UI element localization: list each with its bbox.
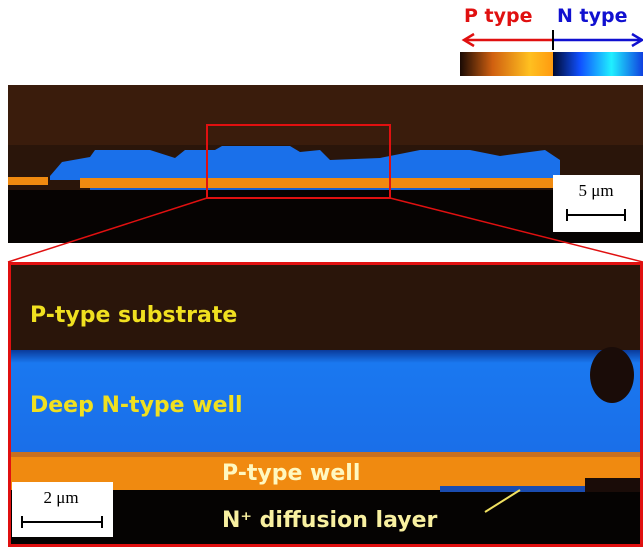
figure: P type N type 5 μm xyxy=(0,0,643,547)
overview-scale-bar: 5 μm xyxy=(553,175,640,232)
scale-label: 2 μm xyxy=(43,488,78,507)
zoom-label: N⁺ diffusion layer xyxy=(222,508,437,533)
p-type-label: P type xyxy=(464,5,533,27)
zoom-label: P-type well xyxy=(222,461,360,486)
zoom-label: Deep N-type well xyxy=(30,393,243,418)
zoom-scale-bar: 2 μm xyxy=(12,482,113,537)
n-type-label: N type xyxy=(557,5,627,27)
overview-image xyxy=(8,85,643,243)
n-colorbar xyxy=(553,52,643,76)
zoom-label: P-type substrate xyxy=(30,303,237,328)
p-colorbar xyxy=(460,52,553,76)
scale-label: 5 μm xyxy=(578,181,613,200)
legend-arrows xyxy=(464,30,642,50)
